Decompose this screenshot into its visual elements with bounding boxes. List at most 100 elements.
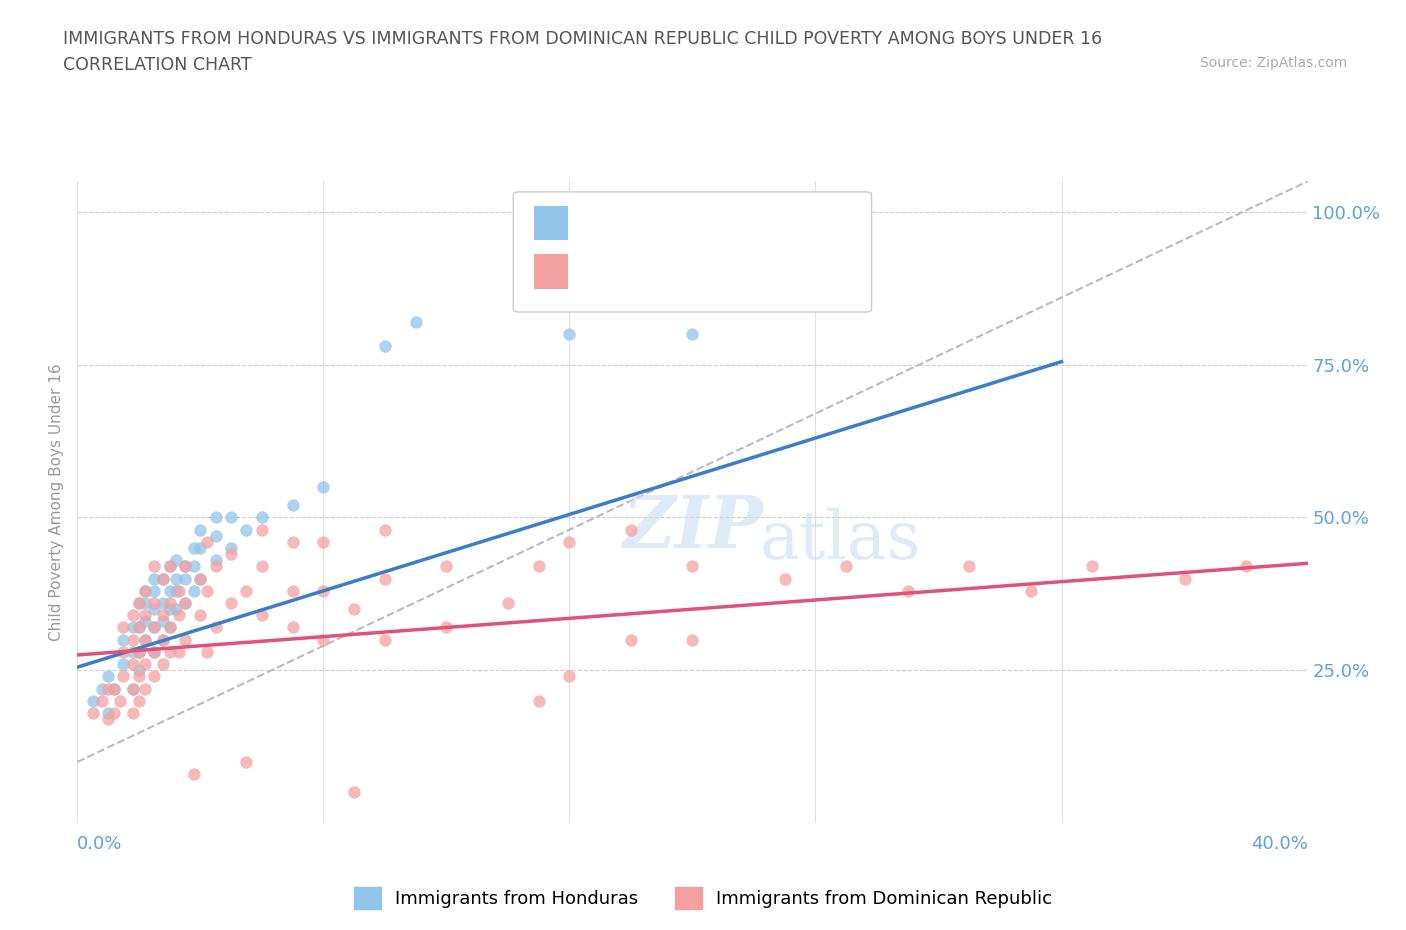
Point — [121, 681, 143, 696]
Point — [121, 681, 143, 696]
Point — [174, 595, 197, 610]
Legend: Immigrants from Honduras, Immigrants from Dominican Republic: Immigrants from Honduras, Immigrants fro… — [347, 880, 1059, 916]
Point — [134, 632, 156, 647]
Point — [134, 583, 156, 598]
Point — [374, 339, 396, 353]
Point — [250, 608, 273, 623]
Point — [121, 706, 143, 721]
Point — [195, 535, 218, 550]
Text: 40.0%: 40.0% — [1251, 835, 1308, 853]
Point — [165, 552, 187, 567]
Point — [1019, 583, 1042, 598]
Point — [835, 559, 858, 574]
Point — [219, 595, 242, 610]
Point — [165, 571, 187, 586]
Point — [128, 595, 150, 610]
Point — [773, 571, 796, 586]
Point — [143, 644, 166, 659]
FancyBboxPatch shape — [513, 192, 872, 312]
Point — [143, 620, 166, 635]
Point — [143, 595, 166, 610]
Point — [204, 552, 226, 567]
Point — [183, 559, 205, 574]
Point — [219, 547, 242, 562]
Point — [82, 706, 104, 721]
Point — [134, 681, 156, 696]
Point — [97, 706, 120, 721]
Point — [682, 326, 704, 341]
Point — [97, 669, 120, 684]
Point — [90, 681, 114, 696]
Point — [134, 614, 156, 629]
Point — [195, 644, 218, 659]
Point — [250, 523, 273, 538]
Point — [343, 602, 366, 617]
Point — [165, 583, 187, 598]
Point — [103, 681, 125, 696]
Point — [134, 657, 156, 671]
Point — [1081, 559, 1104, 574]
Point — [167, 644, 190, 659]
Point — [112, 632, 135, 647]
Point — [152, 595, 174, 610]
Text: 58: 58 — [755, 215, 778, 232]
Point — [143, 669, 166, 684]
Point — [97, 711, 120, 726]
Point — [219, 510, 242, 525]
Point — [103, 706, 125, 721]
Text: ZIP: ZIP — [621, 492, 763, 564]
Point — [1174, 571, 1197, 586]
Point — [143, 620, 166, 635]
Text: R =: R = — [582, 215, 619, 232]
Point — [110, 694, 132, 709]
Point — [558, 326, 581, 341]
Point — [682, 559, 704, 574]
Point — [121, 620, 143, 635]
Point — [1234, 559, 1257, 574]
Point — [188, 523, 212, 538]
Point — [174, 595, 197, 610]
Point — [82, 694, 104, 709]
Point — [112, 657, 135, 671]
Point — [128, 620, 150, 635]
Point — [235, 754, 257, 769]
Point — [159, 583, 181, 598]
Point — [174, 571, 197, 586]
Point — [152, 657, 174, 671]
Point — [134, 608, 156, 623]
Point — [112, 669, 135, 684]
Point — [152, 608, 174, 623]
Point — [159, 644, 181, 659]
Point — [143, 571, 166, 586]
Point — [183, 766, 205, 781]
Point — [159, 595, 181, 610]
Point — [159, 620, 181, 635]
Point — [281, 620, 304, 635]
Point — [281, 535, 304, 550]
Point — [128, 694, 150, 709]
Text: N =: N = — [710, 215, 747, 232]
Point — [204, 620, 226, 635]
Point — [188, 540, 212, 555]
Point — [167, 583, 190, 598]
Text: Source: ZipAtlas.com: Source: ZipAtlas.com — [1199, 56, 1347, 70]
Point — [250, 559, 273, 574]
Point — [281, 583, 304, 598]
Point — [374, 571, 396, 586]
Point — [152, 571, 174, 586]
Point — [558, 669, 581, 684]
Point — [235, 523, 257, 538]
Point — [143, 583, 166, 598]
Text: IMMIGRANTS FROM HONDURAS VS IMMIGRANTS FROM DOMINICAN REPUBLIC CHILD POVERTY AMO: IMMIGRANTS FROM HONDURAS VS IMMIGRANTS F… — [63, 30, 1102, 47]
Point — [897, 583, 920, 598]
Point — [682, 632, 704, 647]
Point — [159, 620, 181, 635]
Point — [219, 540, 242, 555]
Text: atlas: atlas — [759, 508, 921, 573]
Point — [204, 528, 226, 543]
Point — [174, 632, 197, 647]
Point — [195, 583, 218, 598]
Point — [128, 595, 150, 610]
Text: 0.0%: 0.0% — [77, 835, 122, 853]
Point — [152, 632, 174, 647]
